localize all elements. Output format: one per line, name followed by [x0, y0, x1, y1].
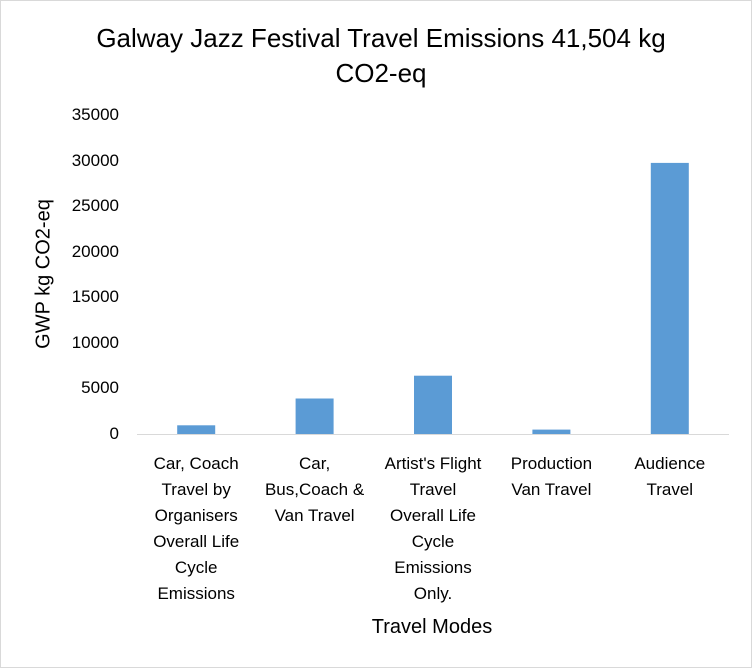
y-tick-label: 15000 — [71, 287, 119, 307]
x-tick-label-line: Emissions — [394, 558, 472, 577]
bar — [650, 162, 689, 434]
y-tick-label: 10000 — [71, 332, 119, 352]
x-tick-label-line: Overall Life — [153, 532, 240, 551]
y-tick-label: 35000 — [71, 105, 119, 124]
x-tick-label: Audience Travel — [611, 451, 729, 503]
x-tick-label-line: Only. — [413, 584, 453, 603]
x-tick-label-line: Car, Coach — [153, 454, 239, 473]
x-tick-label-line: Bus,Coach & — [264, 480, 365, 499]
x-tick-label-line: Audience — [634, 454, 706, 473]
bar — [295, 398, 334, 434]
x-tick-label: Production Van Travel — [492, 451, 610, 503]
bar — [177, 425, 216, 434]
x-tick-label-line: Car, — [299, 454, 331, 473]
y-tick-label: 5000 — [81, 378, 119, 398]
x-tick-label-line: Overall Life — [390, 506, 476, 525]
x-tick-label: Car, Bus,Coach & Van Travel — [256, 451, 374, 529]
x-tick-label-line: Travel — [409, 480, 457, 499]
y-tick-label: 20000 — [71, 241, 119, 261]
y-tick-label: 30000 — [71, 150, 119, 170]
chart-title-line-1: Galway Jazz Festival Travel Emissions 41… — [96, 23, 666, 53]
x-tick-label: Car, Coach Travel by Organisers Overall Lif… — [137, 451, 255, 607]
x-tick-label-line: Van Travel — [274, 506, 355, 525]
x-tick-label-line: Production — [510, 454, 593, 473]
x-tick-label-line: Artist's Flight — [384, 454, 482, 473]
bar — [532, 429, 571, 434]
x-tick-label-line: Organisers — [154, 506, 238, 525]
x-tick-label-line: Travel — [646, 480, 694, 499]
x-tick-label-line: Van Travel — [511, 480, 592, 499]
x-axis-label: Travel Modes — [371, 616, 493, 638]
y-tick-label: 0 — [109, 424, 119, 443]
bar — [414, 375, 452, 434]
x-tick-label-line: Cycle — [174, 558, 218, 577]
x-tick-label-line: Cycle — [411, 532, 455, 551]
x-tick-label-line: Travel by — [161, 480, 231, 499]
x-tick-label-line: Emissions — [157, 584, 235, 603]
chart-title-line-2: CO2-eq — [335, 58, 427, 88]
chart-title: Galway Jazz Festival Travel Emissions 41… — [61, 21, 701, 91]
y-tick-label: 25000 — [71, 196, 119, 216]
x-tick-label: Artist's Flight Travel Overall Life Cycle Em… — [374, 451, 492, 607]
